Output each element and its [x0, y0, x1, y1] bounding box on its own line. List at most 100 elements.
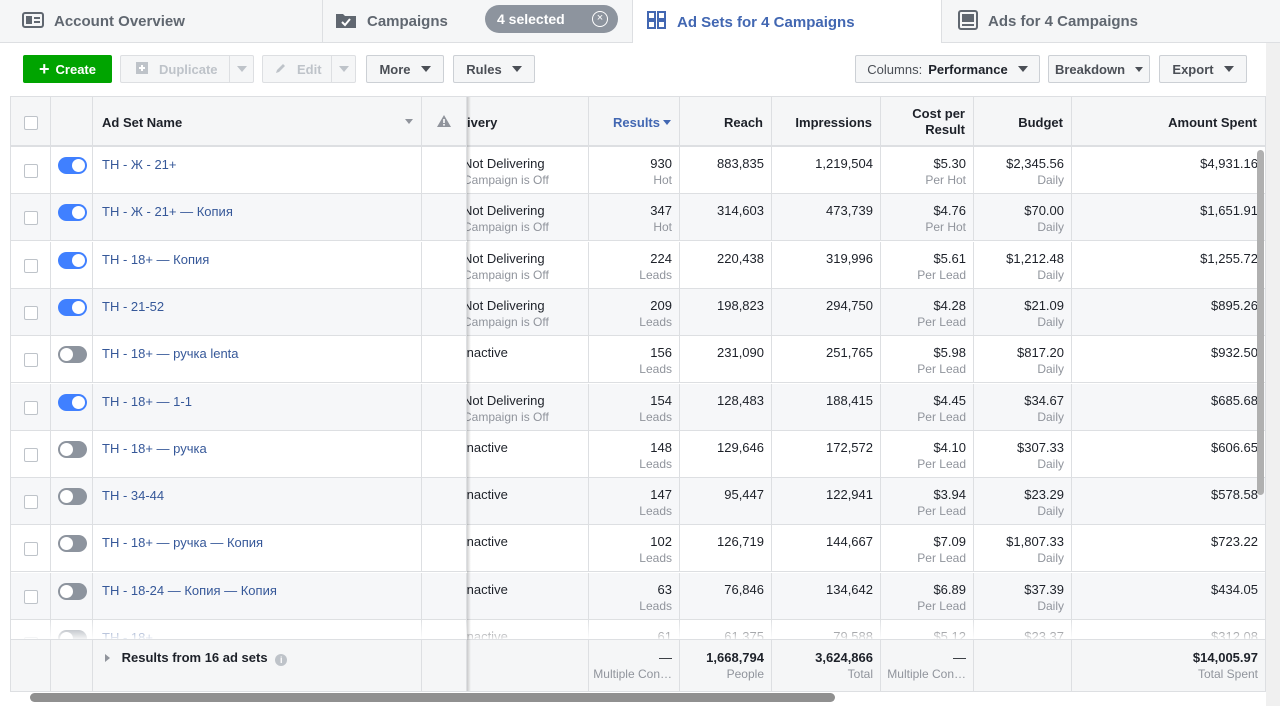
ad-set-toggle[interactable] — [58, 157, 87, 174]
results-cell: 930 Hot — [589, 147, 680, 194]
select-all-checkbox[interactable] — [24, 116, 38, 130]
ad-set-name-link[interactable]: ТН - 18-24 — Копия — Копия — [102, 582, 277, 598]
reach-cell: 314,603 — [680, 194, 772, 242]
header-ad-set-name[interactable]: Ad Set Name — [93, 97, 422, 147]
ad-set-name-link[interactable]: ТН - 18+ — ручка — [102, 440, 207, 456]
ad-set-name-link[interactable]: ТН - 18+ — ручка — Копия — [102, 535, 264, 551]
results-value: 347 — [650, 203, 672, 219]
ad-set-toggle[interactable] — [58, 251, 87, 269]
row-checkbox[interactable] — [24, 353, 38, 368]
edit-button[interactable]: Edit — [262, 55, 356, 83]
row-checkbox[interactable] — [24, 164, 38, 178]
budget-cell[interactable]: $1,807.33 Daily — [974, 525, 1072, 573]
footer-cell — [467, 640, 589, 691]
select-cell — [11, 194, 51, 242]
create-button[interactable]: + Create — [23, 55, 112, 83]
budget-cell[interactable]: $1,212.48 Daily — [974, 241, 1072, 289]
ad-set-name-link[interactable]: ТН - Ж - 21+ — [102, 157, 177, 172]
header-select-cell — [11, 97, 51, 147]
edit-dropdown[interactable] — [331, 56, 355, 82]
budget-cell[interactable]: $307.33 Daily — [974, 430, 1072, 478]
ad-set-name-link[interactable]: ТН - 21-52 — [102, 298, 165, 314]
header-impressions[interactable]: Impressions — [772, 97, 881, 147]
ad-set-toggle[interactable] — [58, 346, 87, 364]
cpr-sub: Per Lead — [917, 504, 966, 519]
ad-set-name-link[interactable]: ТН - 34-44 — [102, 488, 165, 504]
table-row[interactable]: ТН - 34-44 Inactive 147 Leads 95,447 122,941 $… — [11, 478, 1265, 526]
row-checkbox[interactable] — [24, 258, 38, 273]
row-checkbox[interactable] — [24, 305, 38, 320]
header-results[interactable]: Results — [589, 97, 680, 147]
results-value: 209 — [650, 297, 672, 313]
ad-set-name-link[interactable]: ТН - 18+ — Копия — [102, 251, 210, 267]
duplicate-dropdown[interactable] — [229, 56, 253, 82]
rules-button[interactable]: Rules — [453, 55, 535, 83]
delivery-sub: Campaign is Off — [467, 314, 549, 329]
amount-spent-cell: $578.58 — [1072, 478, 1265, 525]
horizontal-scrollbar[interactable] — [30, 693, 835, 702]
header-budget[interactable]: Budget — [974, 97, 1072, 147]
vertical-scrollbar[interactable] — [1257, 150, 1264, 495]
results-value: 63 — [657, 581, 672, 597]
tab-ad-sets[interactable]: Ad Sets for 4 Campaigns — [632, 0, 942, 44]
expand-arrow-icon[interactable] — [105, 654, 110, 662]
budget-cell[interactable]: $70.00 Daily — [974, 194, 1072, 242]
budget-value: $1,212.48 — [1006, 250, 1064, 266]
header-warning[interactable] — [422, 97, 467, 147]
budget-cell[interactable]: $21.09 Daily — [974, 288, 1072, 336]
budget-cell[interactable]: $817.20 Daily — [974, 336, 1072, 384]
ad-set-toggle[interactable] — [58, 582, 87, 600]
footer-label: Results from 16 ad sets — [121, 650, 268, 665]
tab-campaigns[interactable]: Campaigns — [322, 0, 632, 43]
row-checkbox[interactable] — [24, 495, 38, 510]
ad-set-toggle[interactable] — [58, 393, 87, 411]
budget-cell[interactable]: $37.39 Daily — [974, 572, 1072, 620]
info-icon[interactable]: i — [275, 654, 288, 666]
table-row[interactable]: ТН - 21-52 Not Delivering Campaign is Off 2… — [11, 288, 1265, 336]
ad-set-toggle[interactable] — [58, 488, 87, 506]
row-checkbox[interactable] — [24, 211, 38, 226]
header-cost-per-result[interactable]: Cost per Result — [881, 97, 974, 147]
ad-set-toggle[interactable] — [58, 535, 87, 553]
tab-ads[interactable]: Ads for 4 Campaigns — [942, 0, 1266, 43]
selected-filter-pill[interactable]: 4 selected × — [485, 5, 618, 33]
row-checkbox[interactable] — [24, 400, 38, 415]
table-row[interactable]: ТН - 18-24 — Копия — Копия Inactive 63 Lead… — [11, 572, 1265, 620]
budget-cell[interactable]: $2,345.56 Daily — [974, 147, 1072, 194]
tab-account-overview[interactable]: Account Overview — [22, 0, 322, 43]
row-checkbox[interactable] — [24, 447, 38, 462]
delivery-cell: Not Delivering Campaign is Off — [467, 288, 589, 336]
table-row[interactable]: ТН - 18+ — Копия Not Delivering Campaign i… — [11, 241, 1265, 289]
clear-selection-icon[interactable]: × — [592, 11, 608, 27]
header-amount-spent[interactable]: Amount Spent — [1072, 97, 1265, 147]
reach-value: 129,646 — [717, 439, 764, 455]
duplicate-button[interactable]: Duplicate — [120, 55, 254, 83]
table-row[interactable]: ТН - Ж - 21+ — Копия Not Delivering Campai… — [11, 194, 1265, 242]
export-button[interactable]: Export — [1159, 55, 1247, 83]
table-row[interactable]: ТН - 18+ — ручка lenta Inactive 156 Leads 23… — [11, 336, 1265, 384]
cpr-value: $4.28 — [933, 297, 966, 313]
budget-cell[interactable]: $23.29 Daily — [974, 478, 1072, 526]
row-checkbox[interactable] — [24, 589, 38, 604]
header-reach[interactable]: Reach — [680, 97, 772, 147]
ad-set-name-link[interactable]: ТН - Ж - 21+ — Копия — [102, 204, 233, 220]
reach-value: 231,090 — [717, 345, 764, 361]
row-checkbox[interactable] — [24, 542, 38, 557]
ad-set-name-link[interactable]: ТН - 18+ — ручка lenta — [102, 346, 239, 362]
footer-summary[interactable]: Results from 16 ad sets i — [93, 640, 422, 691]
budget-cell[interactable]: $34.67 Daily — [974, 383, 1072, 431]
table-row[interactable]: ТН - 18+ — 1-1 Not Delivering Campaign is … — [11, 383, 1265, 431]
sort-caret-icon[interactable] — [405, 119, 413, 124]
breakdown-button[interactable]: Breakdown — [1048, 55, 1150, 83]
header-delivery[interactable]: ivery — [467, 97, 589, 147]
more-button[interactable]: More — [366, 55, 444, 83]
columns-button[interactable]: Columns: Performance — [855, 55, 1040, 83]
ad-set-toggle[interactable] — [58, 440, 87, 458]
table-row[interactable]: ТН - 18+ — ручка — Копия Inactive 102 Leads… — [11, 525, 1265, 573]
table-row[interactable]: ТН - 18+ — ручка Inactive 148 Leads 129,646 1… — [11, 430, 1265, 478]
ad-set-toggle[interactable] — [58, 298, 87, 316]
ad-set-name-link[interactable]: ТН - 18+ — 1-1 — [102, 393, 192, 409]
ad-set-toggle[interactable] — [58, 204, 87, 222]
table-row[interactable]: ТН - Ж - 21+ Not Delivering Campaign is Of… — [11, 147, 1265, 194]
edit-label: Edit — [297, 61, 322, 77]
